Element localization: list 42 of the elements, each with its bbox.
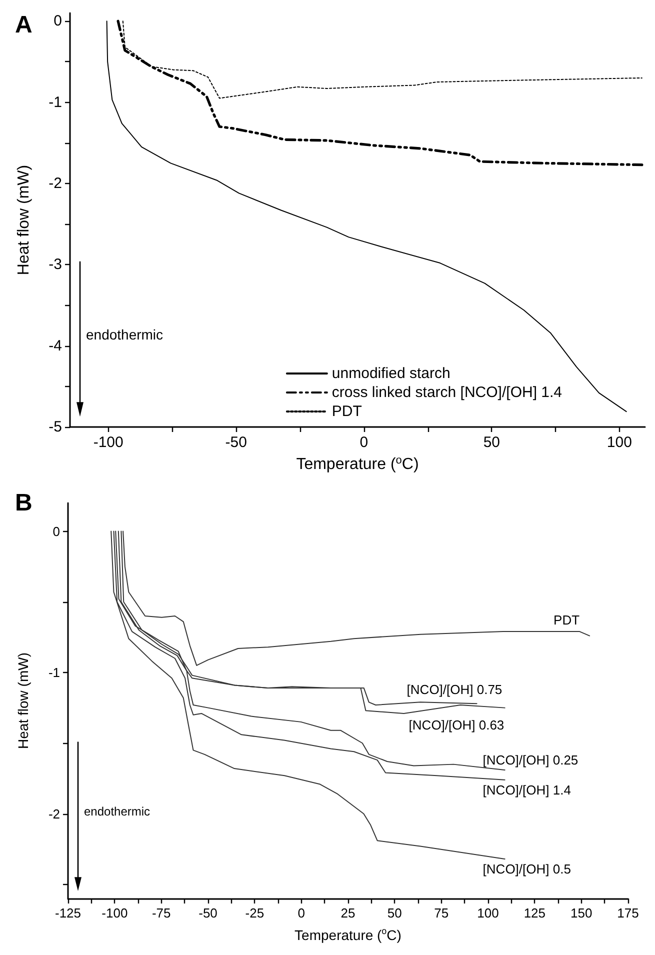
legend-label: unmodified starch bbox=[332, 365, 450, 382]
x-tick-label: -75 bbox=[152, 906, 171, 920]
x-tick-label: 50 bbox=[387, 906, 402, 920]
y-tick-label: -1 bbox=[48, 665, 60, 680]
x-tick-label: -50 bbox=[198, 906, 218, 920]
x-tick-label: 125 bbox=[524, 906, 546, 920]
annotation: endothermic bbox=[86, 326, 164, 343]
series-label: [NCO]/[OH] 0.63 bbox=[408, 717, 504, 732]
chart-title: A bbox=[15, 12, 32, 38]
x-tick-label: -100 bbox=[93, 434, 124, 451]
legend-label: PDT bbox=[332, 403, 362, 420]
x-tick-label: 0 bbox=[360, 434, 368, 451]
annotation: endothermic bbox=[84, 804, 150, 818]
y-tick-label: -2 bbox=[48, 806, 60, 822]
x-tick-label: 100 bbox=[477, 906, 499, 920]
series-label: [NCO]/[OH] 0.25 bbox=[482, 752, 578, 768]
x-tick-label: -100 bbox=[102, 906, 128, 920]
y-tick-label: 0 bbox=[54, 12, 62, 30]
x-tick-label: 150 bbox=[570, 906, 592, 920]
y-axis-title: Heat flow (mW) bbox=[15, 652, 31, 749]
x-tick-label: 100 bbox=[606, 434, 632, 451]
y-tick-label: -3 bbox=[48, 256, 62, 274]
x-tick-label: 25 bbox=[340, 906, 356, 920]
x-tick-label: -125 bbox=[54, 906, 82, 920]
series-label: PDT bbox=[554, 612, 580, 628]
series-label: [NCO]/[OH] 1.4 bbox=[482, 782, 571, 798]
y-tick-label: -5 bbox=[48, 418, 62, 436]
legend-label: cross linked starch [NCO]/[OH] 1.4 bbox=[332, 384, 562, 401]
y-axis-title: Heat flow (mW) bbox=[16, 164, 32, 276]
y-tick-label: -4 bbox=[48, 337, 62, 354]
y-tick-label: -1 bbox=[48, 94, 62, 111]
x-tick-label: 75 bbox=[434, 906, 449, 920]
x-tick-label: 0 bbox=[298, 906, 305, 920]
y-tick-label: -2 bbox=[48, 174, 62, 192]
series-label: [NCO]/[OH] 0.5 bbox=[482, 861, 571, 876]
x-tick-label: 50 bbox=[483, 434, 500, 451]
y-tick-label: 0 bbox=[52, 524, 60, 539]
series-label: [NCO]/[OH] 0.75 bbox=[406, 682, 502, 698]
x-tick-label: 175 bbox=[617, 906, 639, 920]
chart-title: B bbox=[15, 490, 32, 516]
x-tick-label: -25 bbox=[245, 906, 264, 920]
x-tick-label: -50 bbox=[225, 434, 247, 451]
